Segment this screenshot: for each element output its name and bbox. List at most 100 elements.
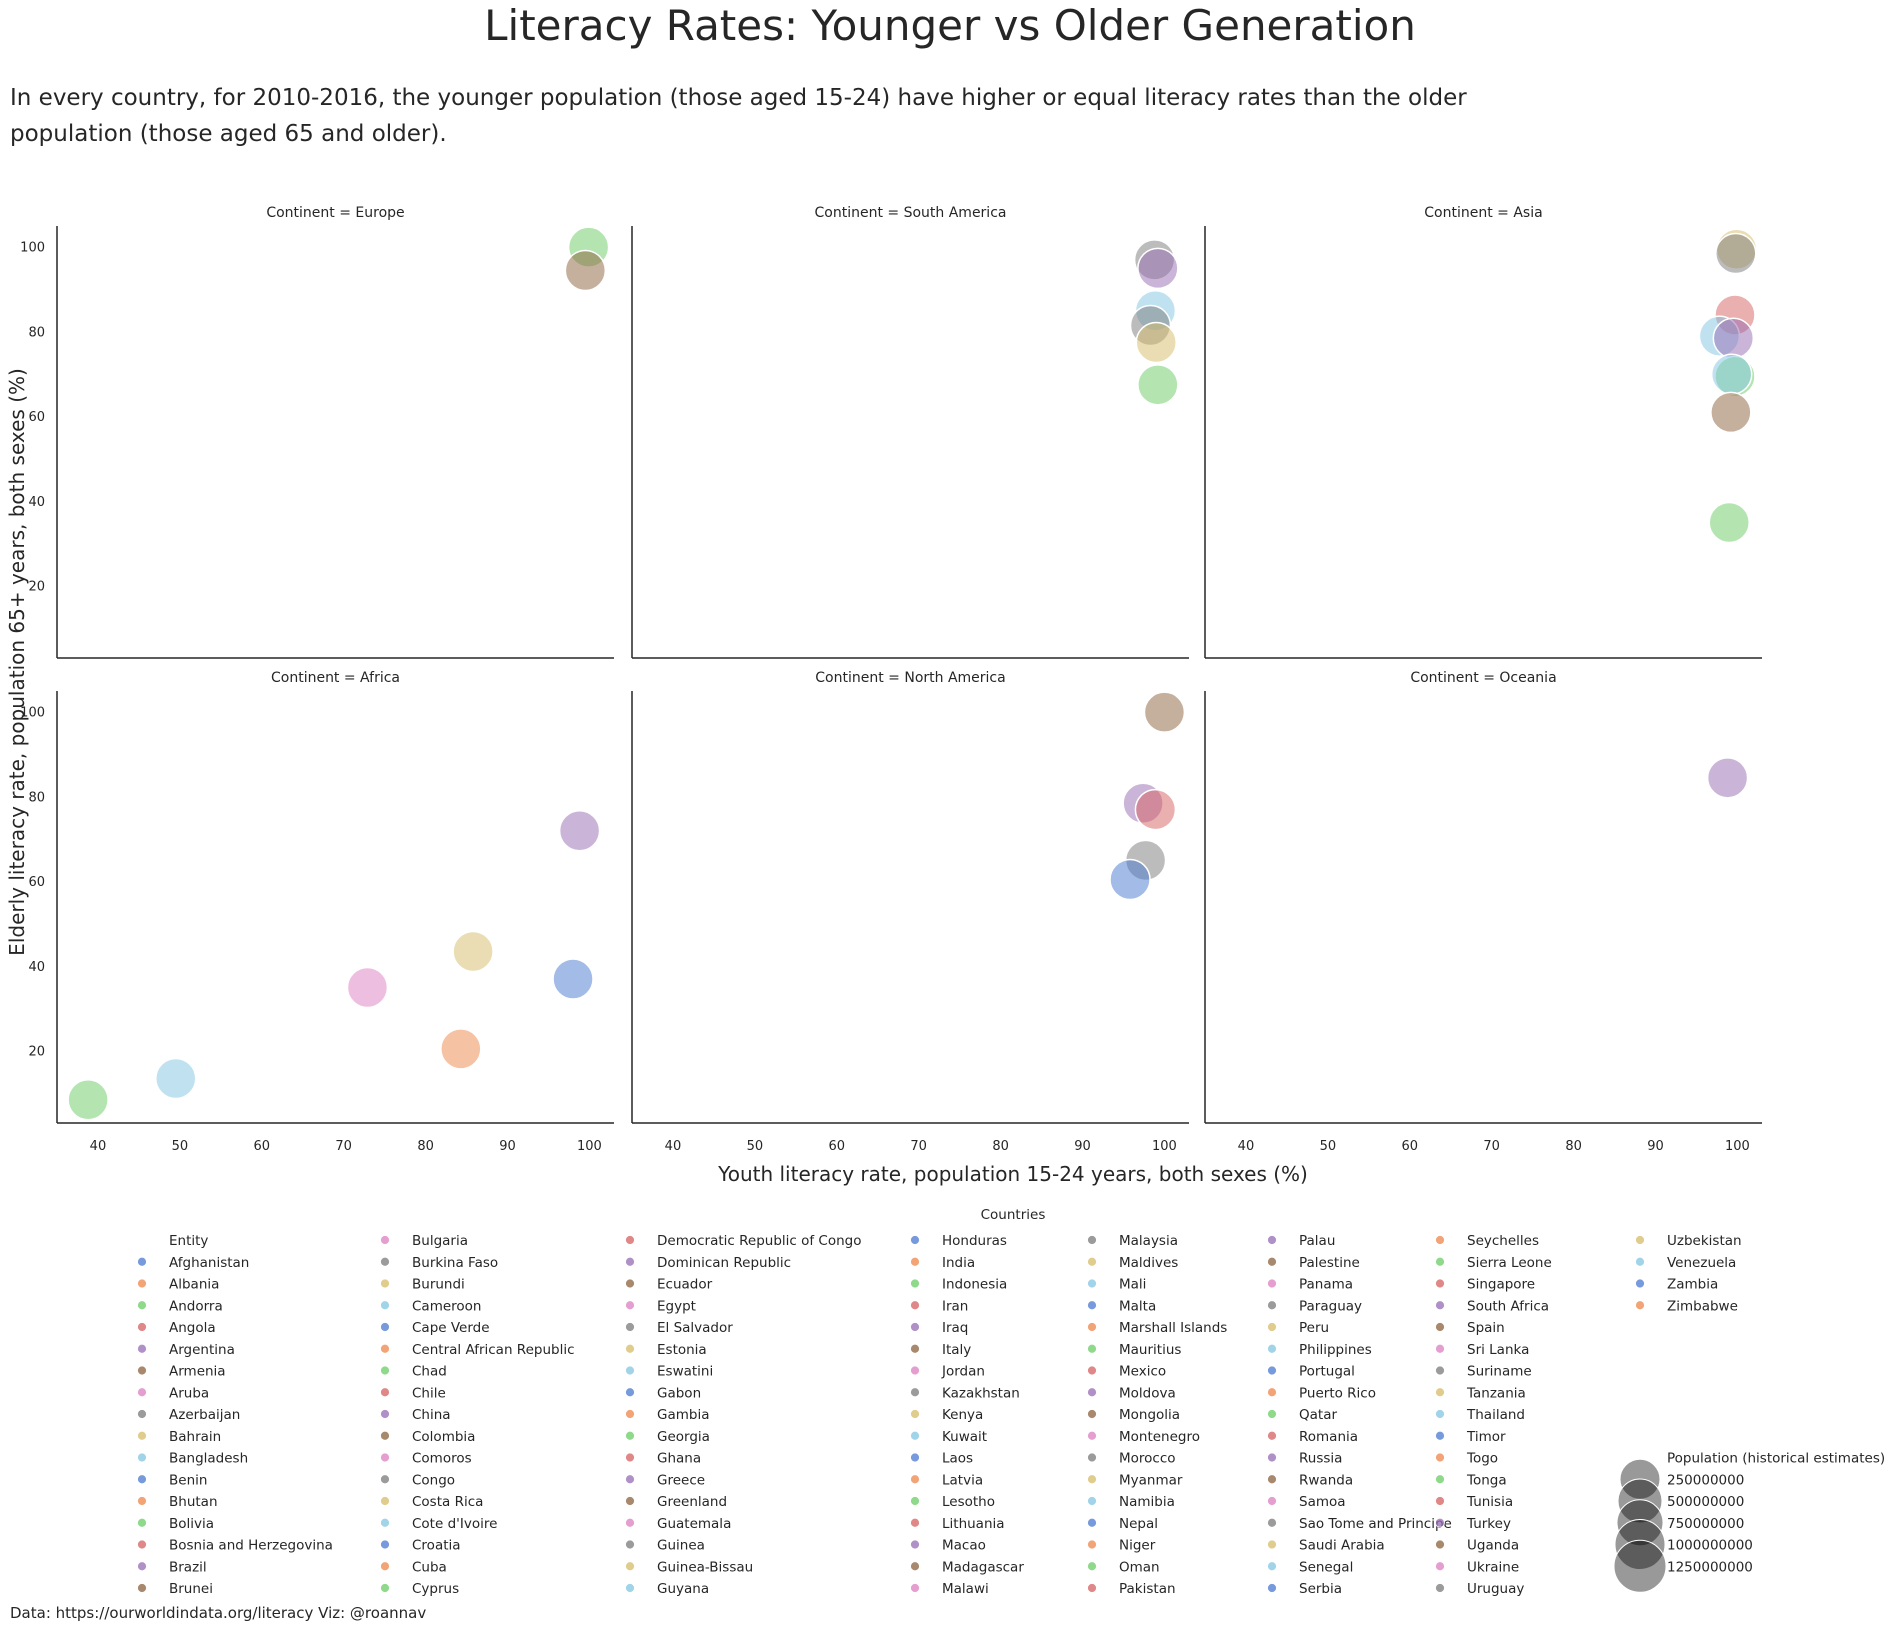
- legend-entry: Rwanda: [1299, 1472, 1353, 1488]
- legend-marker: [1267, 1539, 1277, 1550]
- data-point: [1710, 353, 1753, 395]
- legend-marker: [137, 1387, 147, 1398]
- legend-marker: [137, 1452, 147, 1463]
- panel-title-oceania: Continent = Oceania: [1410, 670, 1556, 686]
- legend-marker: [910, 1278, 920, 1289]
- legend-marker: [910, 1474, 920, 1485]
- x-tick-label: 60: [254, 1139, 271, 1154]
- chart-title: Literacy Rates: Younger vs Older Generat…: [484, 1, 1416, 50]
- data-point: [1134, 788, 1177, 831]
- legend-marker: [1435, 1496, 1445, 1506]
- x-tick-label: 70: [335, 1139, 352, 1154]
- legend-marker: [137, 1561, 147, 1572]
- panel-title-south-america: Continent = South America: [815, 205, 1007, 221]
- legend-entry: Thailand: [1466, 1407, 1525, 1423]
- legend-marker: [910, 1561, 920, 1572]
- legend-marker: [1267, 1278, 1277, 1289]
- legend-entry: Qatar: [1299, 1407, 1337, 1423]
- legend-marker: [1267, 1430, 1277, 1441]
- legend-marker: [1087, 1430, 1097, 1441]
- legend-entry: China: [412, 1407, 451, 1423]
- legend-marker: [1267, 1365, 1277, 1376]
- legend-entry: Tanzania: [1466, 1385, 1526, 1401]
- legend-marker: [625, 1343, 635, 1354]
- legend-marker: [1267, 1583, 1277, 1593]
- legend-marker: [1267, 1256, 1277, 1267]
- legend-entry: Congo: [412, 1472, 455, 1488]
- legend-size-marker: [1616, 1499, 1664, 1547]
- legend-marker: [137, 1583, 147, 1593]
- legend-entry: India: [942, 1255, 975, 1271]
- legend-entry: Maldives: [1119, 1255, 1178, 1271]
- legend-marker: [137, 1409, 147, 1419]
- legend-marker: [1435, 1365, 1445, 1376]
- legend-entry: Central African Republic: [412, 1342, 575, 1358]
- legend-entry: Sierra Leone: [1467, 1255, 1552, 1271]
- legend-entry: Albania: [169, 1277, 219, 1293]
- legend-marker: [1435, 1409, 1445, 1419]
- legend-entry: Cyprus: [412, 1581, 459, 1597]
- legend-entry: Mongolia: [1119, 1407, 1180, 1423]
- data-point: [1109, 858, 1151, 901]
- legend-marker: [1087, 1365, 1097, 1376]
- legend-marker: [137, 1300, 147, 1311]
- legend-marker: [1087, 1539, 1097, 1550]
- legend-marker: [625, 1365, 635, 1376]
- legend-marker: [910, 1583, 920, 1593]
- x-tick-label: 60: [829, 1139, 846, 1154]
- legend-entry: Democratic Republic of Congo: [657, 1233, 861, 1249]
- legend-entry: Iran: [942, 1298, 968, 1314]
- x-tick-label: 40: [665, 1139, 682, 1154]
- legend-marker: [1435, 1452, 1445, 1463]
- legend-entry: Peru: [1299, 1320, 1329, 1336]
- y-axis-label: Elderly literacy rate, population 65+ ye…: [5, 368, 29, 956]
- legend-marker: [137, 1517, 147, 1528]
- legend-entry: Timor: [1466, 1429, 1506, 1445]
- panel-title-europe: Continent = Europe: [266, 205, 404, 221]
- legend-entry: Mali: [1119, 1277, 1146, 1293]
- legend-marker: [137, 1496, 147, 1506]
- data-point: [1137, 364, 1179, 406]
- x-axis-label: Youth literacy rate, population 15-24 ye…: [717, 1162, 1308, 1186]
- y-tick-label: 60: [28, 875, 45, 890]
- legend-entry: Armenia: [169, 1364, 226, 1380]
- x-tick-label: 90: [1647, 1139, 1664, 1154]
- legend-entry: Ecuador: [657, 1277, 713, 1293]
- legend-entry: Afghanistan: [169, 1255, 249, 1271]
- data-point: [564, 249, 607, 292]
- legend-marker: [910, 1235, 920, 1245]
- legend-size-marker: [1614, 1519, 1666, 1570]
- legend-entry: Togo: [1466, 1451, 1498, 1467]
- legend-entry: Gambia: [657, 1407, 709, 1423]
- legend-marker: [137, 1365, 147, 1376]
- legend-entry: Oman: [1119, 1559, 1160, 1575]
- legend-marker: [1087, 1583, 1097, 1593]
- legend-marker: [1087, 1278, 1097, 1289]
- source-note: Data: https://ourworldindata.org/literac…: [10, 1604, 427, 1622]
- legend-marker: [625, 1452, 635, 1463]
- legend-entry: Niger: [1119, 1538, 1156, 1554]
- legend-marker: [910, 1517, 920, 1528]
- legend-entry: Palau: [1299, 1233, 1335, 1249]
- legend-marker: [1267, 1496, 1277, 1506]
- x-tick-label: 40: [1238, 1139, 1255, 1154]
- legend-entry: Romania: [1299, 1429, 1358, 1445]
- legend-entry: Indonesia: [942, 1277, 1007, 1293]
- legend-marker: [380, 1365, 390, 1376]
- legend-entry: Puerto Rico: [1299, 1385, 1376, 1401]
- legend-marker: [1087, 1496, 1097, 1506]
- legend-marker: [380, 1322, 390, 1332]
- legend-marker: [625, 1474, 635, 1485]
- legend-marker: [1087, 1517, 1097, 1528]
- legend-entry: Kazakhstan: [942, 1385, 1020, 1401]
- legend-entry: Seychelles: [1467, 1233, 1539, 1249]
- legend-size-label: 500000000: [1667, 1494, 1744, 1510]
- legend-marker: [910, 1387, 920, 1398]
- legend-marker: [380, 1517, 390, 1528]
- legend-marker: [625, 1387, 635, 1398]
- legend-entry: Bahrain: [169, 1429, 221, 1445]
- legend-entry: Tonga: [1466, 1472, 1507, 1488]
- legend-entry: Egypt: [657, 1298, 696, 1314]
- legend-marker: [137, 1430, 147, 1441]
